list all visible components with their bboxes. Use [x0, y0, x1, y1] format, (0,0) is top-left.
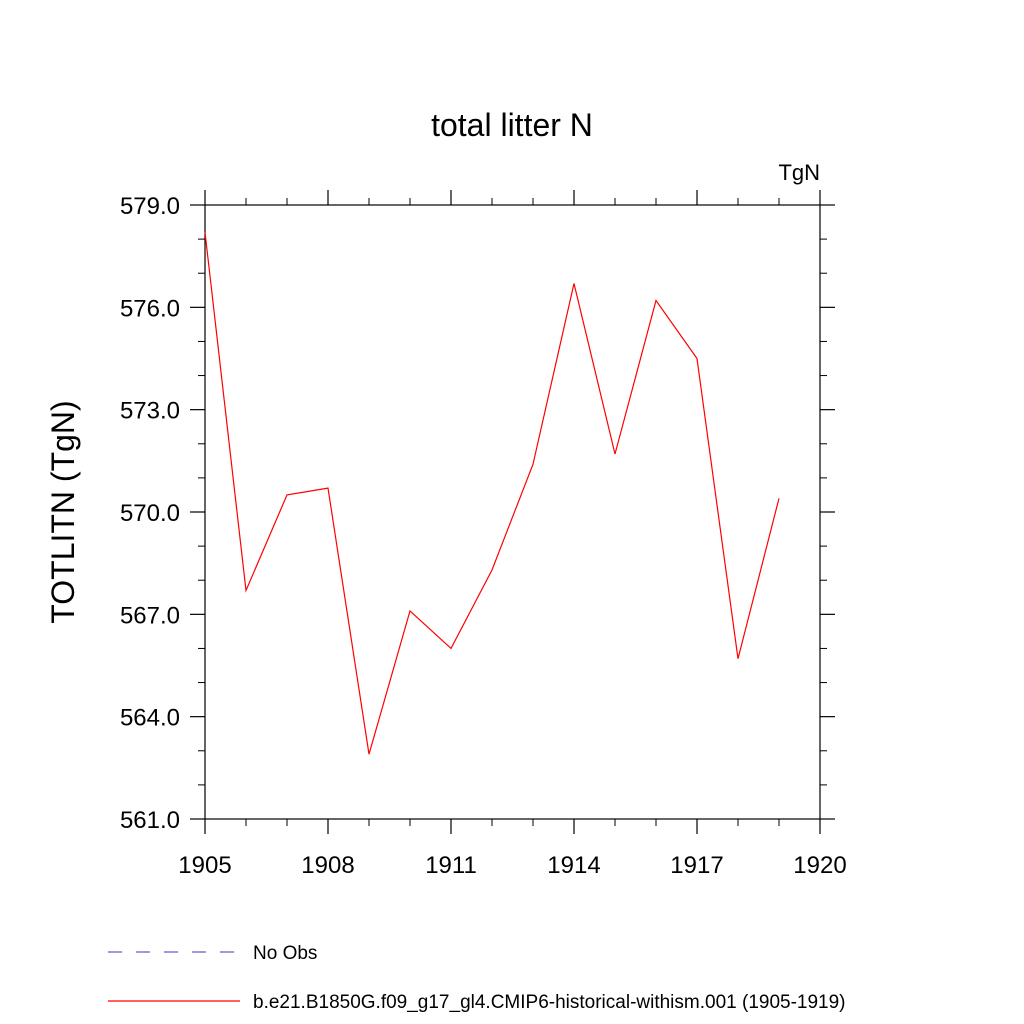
y-tick-label: 567.0 — [120, 602, 180, 629]
x-tick-label: 1920 — [793, 852, 846, 879]
y-tick-label: 570.0 — [120, 500, 180, 527]
x-tick-label: 1908 — [301, 852, 354, 879]
x-tick-label: 1917 — [670, 852, 723, 879]
y-axis-label: TOTLITN (TgN) — [45, 400, 81, 623]
legend: No Obs b.e21.B1850G.f09_g17_gl4.CMIP6-his… — [108, 943, 846, 1013]
legend-label: b.e21.B1850G.f09_g17_gl4.CMIP6-historica… — [253, 992, 846, 1013]
x-tick-label: 1905 — [178, 852, 231, 879]
ticks — [190, 190, 835, 834]
x-tick-label: 1911 — [425, 852, 477, 879]
tick-labels: 1905 1908 1911 1914 1917 1920 561.0 564.0 567.0 5… — [120, 193, 847, 879]
series-line-1 — [204, 232, 780, 755]
y-tick-label: 573.0 — [120, 398, 180, 425]
units-label: TgN — [778, 160, 820, 185]
y-tick-label: 561.0 — [120, 807, 180, 834]
x-tick-label: 1914 — [547, 852, 600, 879]
axes — [204, 204, 821, 820]
chart-title: total litter N — [431, 107, 593, 143]
y-tick-label: 579.0 — [120, 193, 180, 220]
series-layer — [204, 232, 780, 755]
y-tick-label: 576.0 — [120, 295, 180, 322]
plot-frame — [204, 204, 821, 820]
y-tick-label: 564.0 — [120, 705, 180, 732]
legend-label: No Obs — [253, 943, 317, 964]
